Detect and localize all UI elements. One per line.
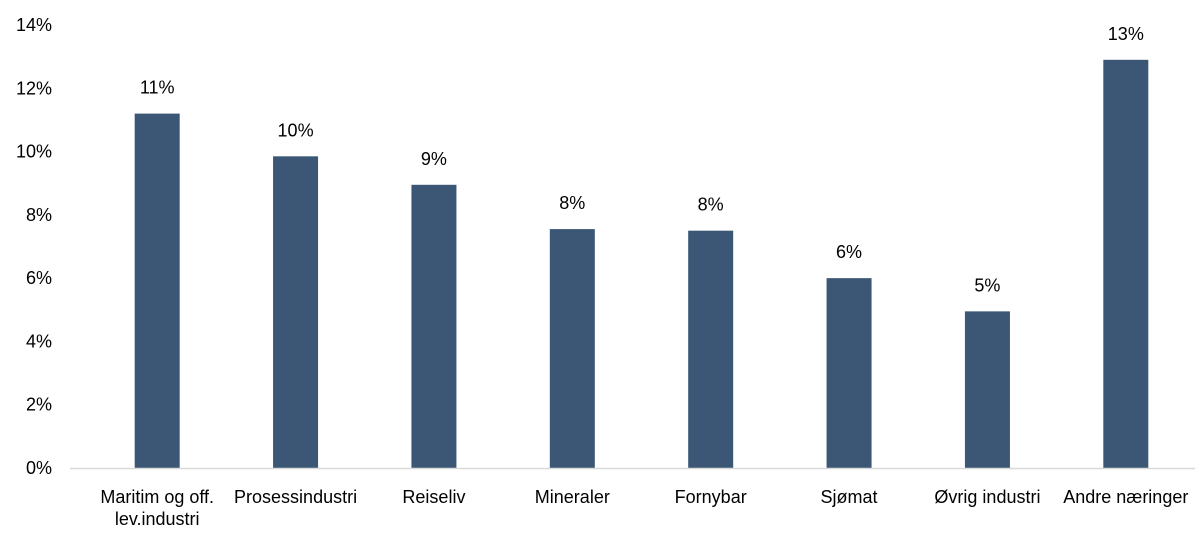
x-category-label-line: Maritim og off.: [100, 487, 214, 507]
bar: [826, 278, 872, 468]
x-category-label: Øvrig industri: [934, 487, 1040, 507]
y-tick-label: 8%: [26, 205, 52, 225]
bar: [411, 184, 457, 468]
x-category-label-line: lev.industri: [115, 509, 200, 529]
y-axis-tick-labels: 0% 2% 4% 6% 8% 10% 12% 14%: [16, 15, 52, 478]
x-category-label-line: Mineraler: [535, 487, 610, 507]
x-category-label: Mineraler: [535, 487, 610, 507]
bars: [134, 59, 1149, 469]
data-label: 8%: [559, 193, 585, 213]
bar: [964, 311, 1010, 468]
x-category-label-line: Fornybar: [675, 487, 747, 507]
x-category-label-line: Andre næringer: [1063, 487, 1188, 507]
data-label: 6%: [836, 242, 862, 262]
x-category-label-line: Sjømat: [821, 487, 878, 507]
y-tick-label: 6%: [26, 268, 52, 288]
data-labels: 11% 10% 9% 8% 8% 6% 5% 13%: [140, 24, 1144, 296]
x-category-label: Sjømat: [821, 487, 878, 507]
data-label: 9%: [421, 149, 447, 169]
y-tick-label: 0%: [26, 458, 52, 478]
x-category-label-line: Reiseliv: [402, 487, 465, 507]
bar: [134, 113, 180, 468]
data-label: 5%: [974, 275, 1000, 295]
data-label: 8%: [698, 195, 724, 215]
x-category-label: Fornybar: [675, 487, 747, 507]
bar: [1103, 59, 1149, 469]
x-category-label: Reiseliv: [402, 487, 465, 507]
y-tick-label: 2%: [26, 395, 52, 415]
x-category-label: Andre næringer: [1063, 487, 1188, 507]
y-tick-label: 4%: [26, 331, 52, 351]
bar: [273, 156, 319, 468]
data-label: 11%: [140, 78, 175, 98]
data-label: 13%: [1108, 24, 1144, 44]
data-label: 10%: [278, 120, 314, 140]
y-tick-label: 12%: [16, 78, 52, 98]
bar: [549, 229, 595, 468]
x-category-label-line: Prosessindustri: [234, 487, 357, 507]
x-category-label: Maritim og off. lev.industri: [100, 487, 214, 529]
x-axis-category-labels: Maritim og off. lev.industri Prosessindust…: [100, 487, 1188, 529]
y-tick-label: 10%: [16, 142, 52, 162]
bar: [688, 230, 734, 468]
x-category-label: Prosessindustri: [234, 487, 357, 507]
x-category-label-line: Øvrig industri: [934, 487, 1040, 507]
y-tick-label: 14%: [16, 15, 52, 35]
